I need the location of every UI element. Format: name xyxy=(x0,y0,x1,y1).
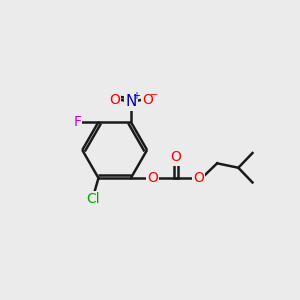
Text: −: − xyxy=(150,90,158,100)
Text: O: O xyxy=(170,150,181,164)
Text: O: O xyxy=(148,171,158,185)
Text: O: O xyxy=(194,171,204,185)
Text: O: O xyxy=(142,93,153,107)
Text: Cl: Cl xyxy=(86,192,99,206)
Text: N: N xyxy=(125,94,136,110)
Text: +: + xyxy=(132,91,140,101)
Text: O: O xyxy=(109,93,120,107)
Text: F: F xyxy=(73,115,81,129)
